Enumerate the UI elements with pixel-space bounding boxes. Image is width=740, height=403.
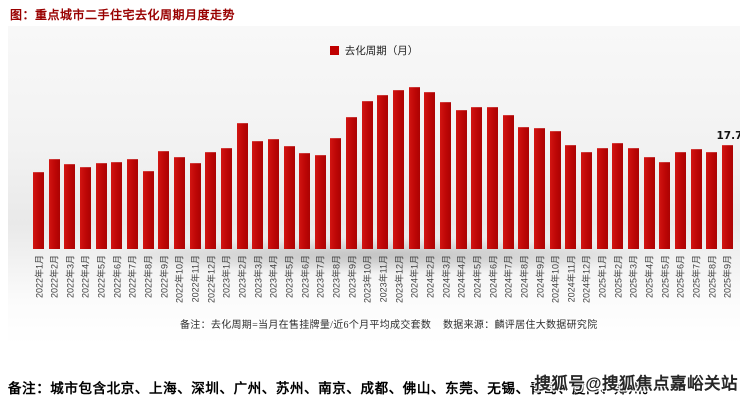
footnote-source: 数据来源：麟评居住大数据研究院 (443, 320, 598, 331)
bar-2023年6月 (299, 153, 311, 249)
x-axis-label-2022年7月: 2022年7月 (127, 255, 138, 299)
bar-2023年2月 (236, 123, 248, 249)
bar-2023年4月 (267, 139, 279, 249)
x-axis-label-2025年1月: 2025年1月 (597, 255, 608, 299)
bar-2025年3月 (627, 148, 639, 249)
bar-2024年3月 (440, 102, 452, 249)
x-axis-label-2025年4月: 2025年4月 (644, 255, 655, 299)
bar-2025年5月 (659, 162, 671, 249)
x-axis-label-2022年4月: 2022年4月 (80, 255, 91, 299)
bar-2022年5月 (95, 163, 107, 249)
x-axis-label-2022年6月: 2022年6月 (112, 255, 123, 299)
bar-2025年7月 (690, 149, 702, 249)
bar-2025年8月 (706, 152, 718, 249)
bar-2024年1月 (408, 87, 420, 249)
bar-2024年5月 (471, 107, 483, 249)
cities-note: 备注：城市包含北京、上海、深圳、广州、苏州、南京、成都、佛山、东莞、无锡、青岛、… (8, 381, 657, 396)
legend: 去化周期（月） (8, 43, 740, 58)
x-axis-label-2025年2月: 2025年2月 (613, 255, 624, 299)
bar-2024年8月 (518, 127, 530, 249)
bar-2022年11月 (189, 163, 201, 249)
bar-2022年9月 (158, 151, 170, 249)
bar-2024年10月 (549, 131, 561, 249)
chart-title: 图：重点城市二手住宅去化周期月度走势 (10, 8, 236, 22)
bar-2022年2月 (48, 159, 60, 249)
bar-2024年7月 (502, 115, 514, 249)
footnote-formula: 备注：去化周期=当月在售挂牌量/近6个月平均成交套数 (180, 320, 432, 331)
x-axis-label-2025年3月: 2025年3月 (628, 255, 639, 299)
bar-2024年2月 (424, 92, 436, 249)
x-axis-label-2025年6月: 2025年6月 (675, 255, 686, 299)
data-label: 17.7 (716, 130, 740, 142)
bar-2023年3月 (252, 141, 264, 249)
bar-2022年8月 (142, 171, 154, 249)
bar-2023年11月 (377, 95, 389, 249)
bar-2023年7月 (314, 155, 326, 249)
bar-2022年1月 (33, 172, 44, 249)
watermark: 搜狐号@搜狐焦点嘉峪关站 (534, 375, 738, 393)
x-axis-label-2022年1月: 2022年1月 (34, 255, 44, 299)
bar-2023年9月 (346, 117, 358, 249)
bar-2022年7月 (126, 159, 138, 249)
bar-2024年6月 (487, 107, 499, 249)
bar-chart: 17.7 (33, 78, 740, 249)
bar-2023年12月 (393, 90, 405, 249)
x-axis-label-2025年5月: 2025年5月 (660, 255, 671, 299)
bar-2022年3月 (64, 164, 76, 249)
x-axis-label-2022年9月: 2022年9月 (159, 255, 170, 299)
bar-2022年4月 (79, 167, 91, 249)
bar-2022年12月 (205, 152, 217, 249)
legend-swatch-icon (329, 46, 339, 55)
bar-2025年1月 (596, 148, 608, 249)
x-axis-label-2022年3月: 2022年3月 (65, 255, 76, 299)
bar-2023年5月 (283, 146, 295, 249)
x-axis-label-2022年5月: 2022年5月 (96, 255, 107, 299)
chart-panel: 去化周期（月） 17.7 2022年1月 2022年2月 2022年3月 2022年4… (8, 26, 740, 345)
bar-2024年12月 (580, 152, 592, 249)
x-axis-label-2022年8月: 2022年8月 (143, 255, 154, 299)
bar-2025年4月 (643, 157, 655, 249)
legend-label: 去化周期（月） (344, 46, 419, 57)
x-axis-label-2025年7月: 2025年7月 (691, 255, 702, 299)
bar-2023年1月 (220, 148, 232, 249)
bar-2023年10月 (361, 101, 373, 249)
bar-2023年8月 (330, 138, 342, 249)
bar-2024年4月 (455, 110, 467, 249)
bar-2025年9月: 17.7 (716, 130, 740, 249)
x-axis-label-2025年9月: 2025年9月 (722, 255, 733, 299)
x-axis-label-2022年2月: 2022年2月 (49, 255, 60, 299)
bar-2025年2月 (612, 143, 624, 249)
bar-2025年6月 (674, 152, 686, 249)
x-axis-label-2025年8月: 2025年8月 (707, 255, 718, 299)
bar-2024年11月 (565, 145, 577, 249)
bar-2022年10月 (173, 157, 185, 249)
bar-2024年9月 (534, 128, 545, 249)
bar-2022年6月 (111, 162, 123, 249)
